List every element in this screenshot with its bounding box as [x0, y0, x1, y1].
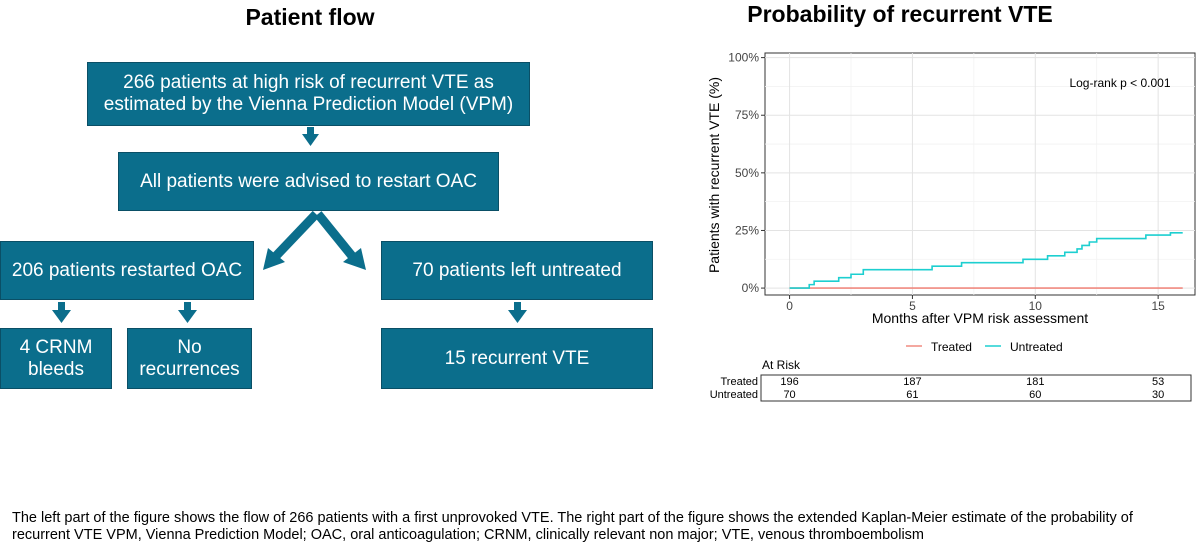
legend-treated-label: Treated [931, 340, 972, 354]
at-risk-value-untreated: 30 [1152, 389, 1164, 401]
x-tick-label: 10 [1029, 299, 1043, 313]
legend-untreated-label: Untreated [1010, 340, 1063, 354]
x-tick-label: 15 [1151, 299, 1165, 313]
flow-box-total-patients: 266 patients at high risk of recurrent V… [87, 62, 530, 126]
y-axis-label: Patients with recurrent VTE (%) [706, 77, 722, 273]
y-tick-label: 100% [728, 51, 759, 65]
arrow-down-4 [508, 302, 527, 323]
at-risk-table-frame [760, 374, 1192, 402]
at-risk-value-untreated: 60 [1029, 389, 1041, 401]
flow-box-restarted-oac: 206 patients restarted OAC [0, 241, 254, 300]
y-tick-label: 0% [742, 281, 760, 295]
flow-box-no-recurrences: No recurrences [127, 328, 252, 389]
at-risk-value-treated: 196 [780, 376, 798, 388]
arrow-diag-left-shaft [272, 210, 320, 260]
y-tick-label: 25% [735, 223, 759, 237]
km-chart: 0 5 10 15 0% 25% 50% 75% 100% Log-rank p < 0.001… [706, 51, 1196, 402]
arrow-down-1 [302, 127, 319, 146]
at-risk-value-treated: 181 [1026, 376, 1044, 388]
flow-box-recurrent-vte: 15 recurrent VTE [381, 328, 653, 389]
x-tick-label: 0 [786, 299, 793, 313]
flow-arrows [52, 127, 527, 323]
arrow-diag-right-shaft [314, 211, 356, 259]
patient-flow-title: Patient flow [245, 4, 375, 30]
at-risk-value-treated: 53 [1152, 376, 1164, 388]
flow-box-untreated: 70 patients left untreated [381, 241, 653, 300]
x-tick-label: 5 [909, 299, 916, 313]
y-tick-label: 75% [735, 108, 759, 122]
plot-background [764, 52, 1196, 296]
figure-caption: The left part of the figure shows the fl… [12, 510, 1133, 543]
flow-box-advised-restart: All patients were advised to restart OAC [118, 152, 499, 211]
at-risk-value-treated: 187 [903, 376, 921, 388]
km-curve-untreated [789, 231, 1183, 289]
arrow-down-2 [52, 302, 71, 323]
arrow-down-3 [178, 302, 197, 323]
chart-title: Probability of recurrent VTE [747, 1, 1053, 27]
at-risk-title: At Risk [762, 358, 801, 372]
logrank-annotation: Log-rank p < 0.001 [1069, 76, 1170, 90]
at-risk-row-label-treated: Treated [720, 376, 758, 388]
arrow-diag-right-head [343, 248, 366, 270]
at-risk-value-untreated: 61 [906, 389, 918, 401]
y-tick-label: 50% [735, 166, 759, 180]
flow-box-crnm-bleeds: 4 CRNM bleeds [0, 328, 112, 389]
at-risk-row-label-untreated: Untreated [710, 389, 758, 401]
x-axis-label: Months after VPM risk assessment [872, 310, 1088, 326]
arrow-diag-left-head [263, 248, 285, 270]
at-risk-value-untreated: 70 [783, 389, 795, 401]
